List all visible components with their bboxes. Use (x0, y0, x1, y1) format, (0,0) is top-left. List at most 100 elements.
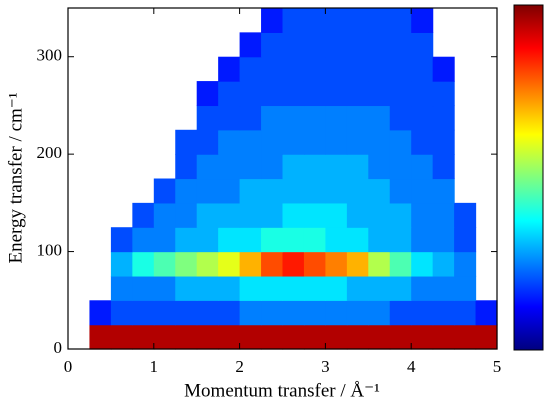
heatmap-cell (475, 300, 498, 326)
heatmap-cell (110, 275, 133, 301)
heatmap-cell (303, 202, 326, 228)
heatmap-cell (389, 251, 412, 277)
heatmap-cell (282, 129, 305, 155)
heatmap-cell (454, 324, 477, 350)
heatmap-cell (196, 129, 219, 155)
heatmap-cell (175, 300, 198, 326)
heatmap-cell (432, 178, 455, 204)
heatmap-cell (389, 324, 412, 350)
heatmap-cell (175, 227, 198, 253)
heatmap-cell (89, 300, 112, 326)
heatmap-cell (346, 178, 369, 204)
heatmap-cell (454, 300, 477, 326)
heatmap-cell (218, 178, 241, 204)
heatmap-cell (282, 8, 305, 33)
heatmap-cell (175, 154, 198, 180)
heatmap-cell (282, 251, 305, 277)
heatmap-cell (282, 178, 305, 204)
heatmap-cell (196, 324, 219, 350)
heatmap-cell (239, 81, 262, 107)
heatmap-cell (325, 251, 348, 277)
heatmap-cell (389, 202, 412, 228)
heatmap-cell (346, 129, 369, 155)
heatmap-cell (218, 56, 241, 82)
heatmap-cell (325, 129, 348, 155)
heatmap-cell (325, 154, 348, 180)
heatmap-cell (175, 202, 198, 228)
heatmap-cell (454, 251, 477, 277)
heatmap-cell (432, 324, 455, 350)
heatmap-cell (432, 275, 455, 301)
heatmap-cell (389, 81, 412, 107)
heatmap-cell (303, 154, 326, 180)
heatmap-cell (282, 227, 305, 253)
heatmap-cell (153, 227, 176, 253)
heatmap-cell (411, 178, 434, 204)
heatmap-cell (303, 56, 326, 82)
heatmap-cell (261, 56, 284, 82)
heatmap-cell (368, 300, 391, 326)
heatmap-cell (346, 227, 369, 253)
heatmap-cell (368, 178, 391, 204)
heatmap-cell (239, 32, 262, 58)
heatmap-cell (196, 178, 219, 204)
heatmap-cell (196, 251, 219, 277)
heatmap-cell (346, 105, 369, 131)
heatmap-cell (325, 275, 348, 301)
heatmap-cell (432, 227, 455, 253)
heatmap-cell (175, 129, 198, 155)
heatmap-cell (261, 81, 284, 107)
y-axis-title: Energy transfer / cm⁻¹ (5, 92, 26, 263)
heatmap-cell (261, 300, 284, 326)
heatmap-cell (89, 324, 112, 350)
heatmap-cell (303, 32, 326, 58)
heatmap-cell (432, 81, 455, 107)
heatmap-cell (475, 324, 498, 350)
heatmap-cell (196, 81, 219, 107)
heatmap-cell (261, 154, 284, 180)
heatmap-cell (132, 202, 155, 228)
heatmap-cell (261, 324, 284, 350)
heatmap-cell (261, 32, 284, 58)
heatmap-cell (454, 227, 477, 253)
heatmap-cell (325, 32, 348, 58)
heatmap-cell (432, 154, 455, 180)
heatmap-cell (303, 324, 326, 350)
heatmap-cell (218, 251, 241, 277)
heatmap-cell (411, 300, 434, 326)
heatmap-cell (389, 105, 412, 131)
heatmap-cell (218, 81, 241, 107)
heatmap-cell (389, 300, 412, 326)
heatmap-cell (239, 251, 262, 277)
heatmap-cell (218, 154, 241, 180)
heatmap-cell (389, 275, 412, 301)
heatmap-cell (282, 202, 305, 228)
heatmap-cell (389, 8, 412, 33)
heatmap-cell (282, 154, 305, 180)
heatmap-cell (346, 154, 369, 180)
heatmap-cell (110, 227, 133, 253)
heatmap-cell (175, 324, 198, 350)
heatmap-cell (239, 56, 262, 82)
heatmap-cell (239, 227, 262, 253)
heatmap (89, 8, 498, 350)
heatmap-cell (389, 154, 412, 180)
heatmap-cell (175, 275, 198, 301)
heatmap-cell (368, 251, 391, 277)
heatmap-cell (368, 56, 391, 82)
heatmap-cell (282, 32, 305, 58)
heatmap-cell (368, 275, 391, 301)
heatmap-cell (368, 32, 391, 58)
heatmap-cell (432, 56, 455, 82)
heatmap-cell (454, 202, 477, 228)
heatmap-cell (411, 154, 434, 180)
heatmap-cell (153, 300, 176, 326)
heatmap-cell (303, 251, 326, 277)
heatmap-cell (411, 105, 434, 131)
x-tick-label: 4 (407, 357, 416, 376)
y-tick-label: 300 (37, 46, 63, 65)
heatmap-cell (325, 324, 348, 350)
heatmap-cell (196, 275, 219, 301)
heatmap-cell (346, 202, 369, 228)
